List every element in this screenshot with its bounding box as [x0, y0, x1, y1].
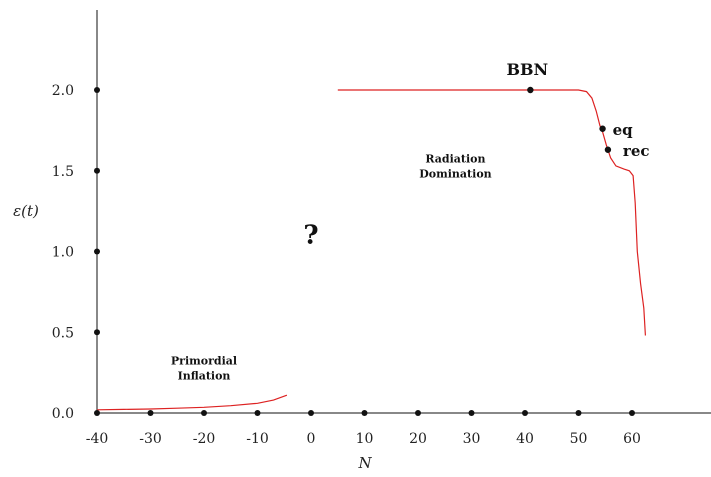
x-axis-point [629, 410, 635, 416]
annotation-line: Inflation [178, 370, 231, 383]
x-tick-label: 40 [516, 431, 534, 447]
y-tick-label: 0.5 [52, 325, 74, 341]
x-tick-label: -10 [246, 431, 269, 447]
annotation-line: Radiation [425, 153, 485, 166]
y-axis-point [94, 248, 100, 255]
x-axis-point [415, 410, 421, 416]
x-tick-label: -30 [139, 431, 162, 447]
x-axis-point [522, 410, 528, 416]
x-axis-point [308, 410, 314, 416]
y-axis-point [94, 87, 100, 93]
x-axis-point [575, 410, 582, 416]
x-tick-label: 60 [623, 431, 641, 447]
x-axis-point [147, 410, 154, 416]
x-tick-label: 0 [307, 431, 316, 447]
y-tick-label: 1.5 [52, 164, 74, 180]
curves-layer [96, 89, 646, 411]
point-eq [599, 125, 606, 132]
annotation-line: Domination [419, 168, 491, 181]
x-tick-label: 50 [570, 431, 588, 447]
annotation-question: ? [303, 220, 318, 250]
data-points: BBN eq rec [94, 60, 650, 416]
y-tick-labels: 0.0 0.5 1.0 1.5 2.0 [52, 83, 74, 422]
y-axis-label: ε(t) [13, 202, 39, 220]
y-tick-label: 2.0 [52, 83, 74, 99]
y-tick-label: 1.0 [52, 245, 74, 261]
x-tick-label: 20 [409, 431, 427, 447]
point-label-eq: eq [613, 121, 634, 139]
series-line-1 [96, 394, 288, 411]
annotations-layer: Primordial Inflation Radiation Domination? [171, 153, 492, 383]
point-label-bbn: BBN [507, 60, 549, 79]
x-tick-label: -40 [86, 431, 109, 447]
x-axis-point [468, 410, 475, 416]
x-axis-point [94, 410, 100, 416]
x-axis-point [201, 410, 207, 416]
x-tick-label: -20 [193, 431, 216, 447]
x-axis-point [254, 410, 261, 416]
x-axis-point [361, 410, 368, 416]
y-tick-label: 0.0 [52, 406, 74, 422]
point-label-rec: rec [623, 142, 650, 160]
point-bbn [527, 86, 534, 94]
point-rec [604, 146, 612, 153]
annotation-line: Primordial [171, 355, 237, 368]
x-tick-label: 10 [356, 431, 374, 447]
x-tick-labels: -40 -30 -20 -10 0 10 20 30 40 50 60 [86, 431, 641, 447]
series-line-2 [337, 89, 646, 336]
y-axis-point [94, 329, 100, 336]
x-axis-label: N [357, 454, 372, 472]
x-tick-label: 30 [463, 431, 481, 447]
y-axis-point [94, 167, 100, 174]
